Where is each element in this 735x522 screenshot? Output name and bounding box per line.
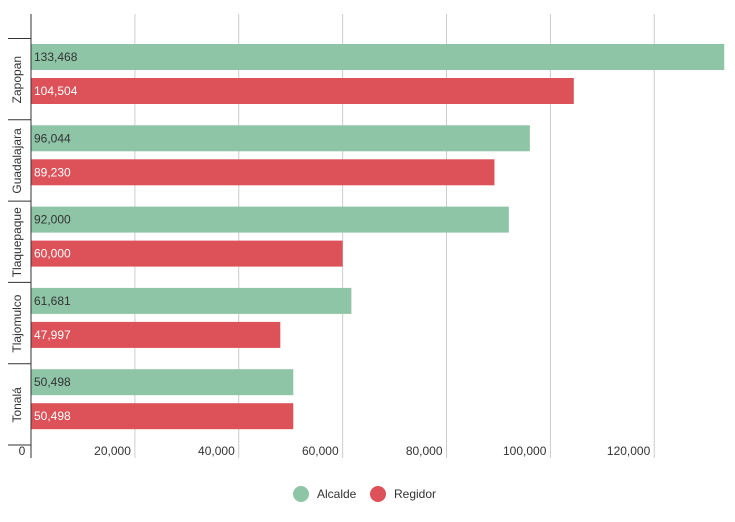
category-label: Zapopan	[10, 56, 24, 103]
category-label: Guadalajara	[10, 128, 24, 194]
bar-value-label: 96,044	[34, 131, 71, 145]
bar-regidor	[31, 403, 294, 430]
x-tick-label: 60,000	[302, 444, 339, 458]
bar-regidor	[31, 78, 574, 104]
legend-swatch-regidor	[370, 486, 386, 502]
bars: 133,468 104,504 96,044 89,230 92,000 60,000 61…	[31, 44, 725, 430]
bar-value-label: 60,000	[34, 247, 71, 261]
legend-label-regidor: Regidor	[394, 487, 436, 501]
bar-value-label: 61,681	[34, 294, 71, 308]
bar-alcalde	[31, 206, 509, 233]
bar-value-label: 50,498	[34, 409, 71, 423]
bar-value-label: 92,000	[34, 213, 71, 227]
bar-value-label: 104,504	[34, 84, 78, 98]
x-tick-label: 120,000	[607, 444, 651, 458]
bar-alcalde	[31, 287, 352, 314]
bar-regidor	[31, 159, 495, 186]
bar-value-label: 89,230	[34, 165, 71, 179]
legend-label-alcalde: Alcalde	[317, 487, 357, 501]
x-tick-label: 20,000	[94, 444, 131, 458]
legend: Alcalde Regidor	[293, 486, 436, 502]
legend-swatch-alcalde	[293, 486, 309, 502]
category-label: Tonalá	[10, 387, 24, 423]
bar-regidor	[31, 321, 281, 348]
bar-alcalde	[31, 369, 294, 396]
bar-value-label: 50,498	[34, 375, 71, 389]
bar-regidor	[31, 240, 343, 267]
bar-value-label: 47,997	[34, 328, 71, 342]
bar-alcalde	[31, 125, 530, 152]
x-tick-label: 40,000	[198, 444, 235, 458]
axes: 0 20,000 40,000 60,000 80,000 100,000 120,000 Z…	[8, 14, 651, 458]
x-tick-label: 100,000	[503, 444, 547, 458]
bar-value-label: 133,468	[34, 50, 78, 64]
category-label: Tlajomulco	[10, 294, 24, 352]
bar-alcalde	[31, 44, 725, 70]
x-tick-label: 80,000	[406, 444, 443, 458]
category-label: Tlaquepaque	[10, 207, 24, 277]
x-tick-label: 0	[19, 444, 26, 458]
